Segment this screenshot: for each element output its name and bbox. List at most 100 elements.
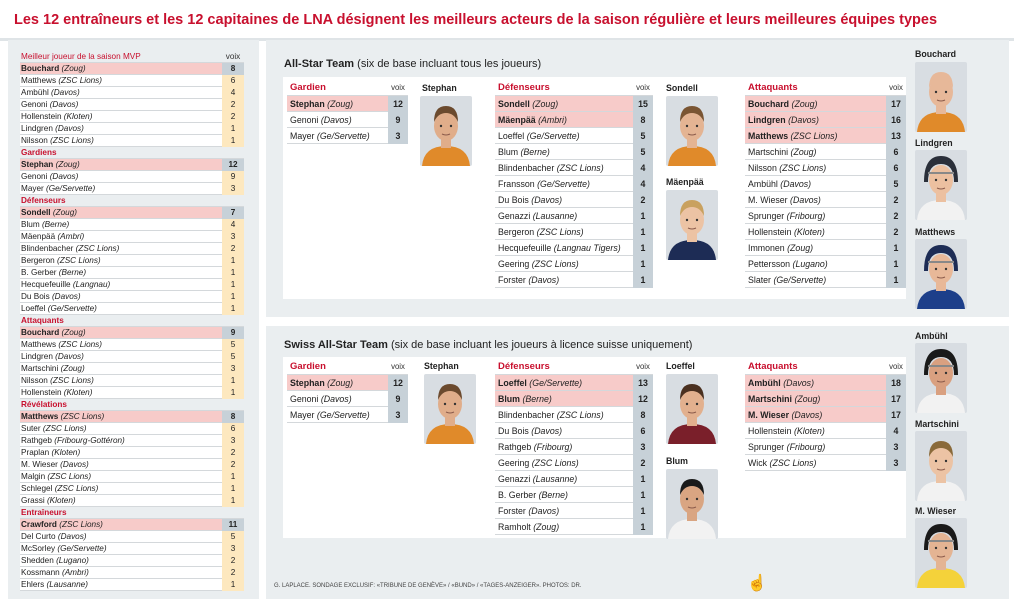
player-club: (Kloten) <box>51 448 81 457</box>
photo-label-sondell: Sondell <box>666 83 698 93</box>
vote-count: 1 <box>222 483 244 495</box>
player-name-cell: Stephan (Zoug) <box>290 96 353 112</box>
table-row: M. Wieser (Davos) 17 <box>745 407 906 423</box>
player-name-cell: Hecquefeuille (Langnau) <box>21 279 110 291</box>
player-club: (Ambri) <box>538 115 567 125</box>
table-row: Kossmann (Ambri) 2 <box>20 567 244 579</box>
player-name-cell: Kossmann (Ambri) <box>21 567 89 579</box>
player-club: (Ambri) <box>61 568 89 577</box>
vote-count: 5 <box>222 531 244 543</box>
player-name: Martschini <box>21 364 59 373</box>
vote-count: 13 <box>886 128 906 144</box>
vote-count: 1 <box>886 240 906 256</box>
player-club: (Zoug) <box>791 99 818 109</box>
player-name: Bergeron <box>21 256 55 265</box>
category-header: Attaquants <box>20 315 244 327</box>
player-club: (Ge/Servette) <box>57 544 107 553</box>
player-club: (Lugano) <box>792 259 828 269</box>
player-name: Loeffel <box>498 131 525 141</box>
photo-label-wieser: M. Wieser <box>915 506 956 516</box>
player-name: Genoni <box>21 100 48 109</box>
player-club: (Davos) <box>60 460 89 469</box>
player-name-cell: Lindgren (Davos) <box>748 112 819 128</box>
table-row: Malgin (ZSC Lions) 1 <box>20 471 244 483</box>
player-name-cell: M. Wieser (Davos) <box>748 407 822 423</box>
player-name-cell: Hollenstein (Kloten) <box>21 387 92 399</box>
photo-ambuhl <box>915 343 967 413</box>
table-row: Forster (Davos) 1 <box>495 503 653 519</box>
player-club: (Zoug) <box>55 160 80 169</box>
table-row: Matthews (ZSC Lions) 13 <box>745 128 906 144</box>
player-name-cell: Geering (ZSC Lions) <box>498 455 579 471</box>
credit-line: G. LAPLACE. SONDAGE EXCLUSIF: «TRIBUNE D… <box>274 583 582 589</box>
player-name: Genoni <box>21 172 48 181</box>
player-club: (Zoug) <box>787 243 814 253</box>
player-club: (ZSC Lions) <box>60 412 105 421</box>
player-name-cell: Hollenstein (Kloten) <box>748 224 825 240</box>
vote-count: 8 <box>633 112 653 128</box>
table-row: Bergeron (ZSC Lions) 1 <box>20 255 244 267</box>
vote-count: 1 <box>633 272 653 288</box>
table-row: M. Wieser (Davos) 2 <box>20 459 244 471</box>
vote-count: 4 <box>222 87 244 99</box>
vote-count: 17 <box>886 407 906 423</box>
vote-count: 3 <box>222 183 244 195</box>
vote-count: 1 <box>222 135 244 147</box>
player-name: M. Wieser <box>21 460 58 469</box>
table-row: Genazzi (Lausanne) 1 <box>495 208 653 224</box>
vote-count: 2 <box>222 447 244 459</box>
player-name-cell: Ambühl (Davos) <box>21 87 80 99</box>
player-name: Ehlers <box>21 580 45 589</box>
player-name-cell: Mäenpää (Ambri) <box>498 112 567 128</box>
player-name: Suter <box>21 424 41 433</box>
table-row: Stephan (Zoug) 12 <box>20 159 244 171</box>
player-club: (Kloten) <box>793 227 825 237</box>
player-club: (ZSC Lions) <box>54 484 99 493</box>
player-name-cell: Bouchard (Zoug) <box>748 96 817 112</box>
player-name: Bouchard <box>21 328 60 337</box>
player-name: Ambühl <box>748 179 778 189</box>
photo-label-maenpaa: Mäenpää <box>666 177 704 187</box>
vote-count: 6 <box>222 423 244 435</box>
table-row: Blum (Berne) 12 <box>495 391 653 407</box>
table-row: Wick (ZSC Lions) 3 <box>745 455 906 471</box>
player-club: (Fribourg) <box>786 211 826 221</box>
player-club: (Davos) <box>531 195 563 205</box>
player-name: Ambühl <box>748 378 781 388</box>
vote-count: 5 <box>633 144 653 160</box>
player-name: Del Curto <box>21 532 56 541</box>
table-row: Hecquefeuille (Langnau) 1 <box>20 279 244 291</box>
vote-count: 3 <box>886 439 906 455</box>
player-name-cell: M. Wieser (Davos) <box>21 459 89 471</box>
vote-count: 1 <box>886 256 906 272</box>
table-row: Hollenstein (Kloten) 4 <box>745 423 906 439</box>
vote-count: 2 <box>633 192 653 208</box>
photo-stephan-swiss <box>424 374 476 444</box>
player-club: (ZSC Lions) <box>58 340 103 349</box>
player-name: Lindgren <box>748 115 786 125</box>
table-row: Blum (Berne) 4 <box>20 219 244 231</box>
player-name-cell: Nilsson (ZSC Lions) <box>748 160 826 176</box>
player-name-cell: Stephan (Zoug) <box>290 375 353 391</box>
player-club: (Ge/Servette) <box>316 131 370 141</box>
defenseurs-header: Défenseurs voix <box>495 80 653 96</box>
player-name-cell: Mäenpää (Ambri) <box>21 231 84 243</box>
player-club: (ZSC Lions) <box>531 259 579 269</box>
player-name-cell: Genoni (Davos) <box>290 112 352 128</box>
player-name: Shedden <box>21 556 54 565</box>
vote-count: 2 <box>222 111 244 123</box>
vote-count: 1 <box>222 123 244 135</box>
vote-count: 2 <box>633 455 653 471</box>
player-name-cell: Rathgeb (Fribourg-Gottéron) <box>21 435 125 447</box>
player-name: Genoni <box>290 115 319 125</box>
vote-count: 12 <box>388 375 408 391</box>
vote-count: 3 <box>222 543 244 555</box>
player-name: Blum <box>21 220 40 229</box>
table-row: Du Bois (Davos) 1 <box>20 291 244 303</box>
player-club: (Davos) <box>57 532 87 541</box>
player-name: Schlegel <box>21 484 53 493</box>
player-club: (Ambri) <box>57 232 85 241</box>
vote-count: 6 <box>886 160 906 176</box>
vote-count: 3 <box>222 363 244 375</box>
player-name: Mäenpää <box>21 232 56 241</box>
